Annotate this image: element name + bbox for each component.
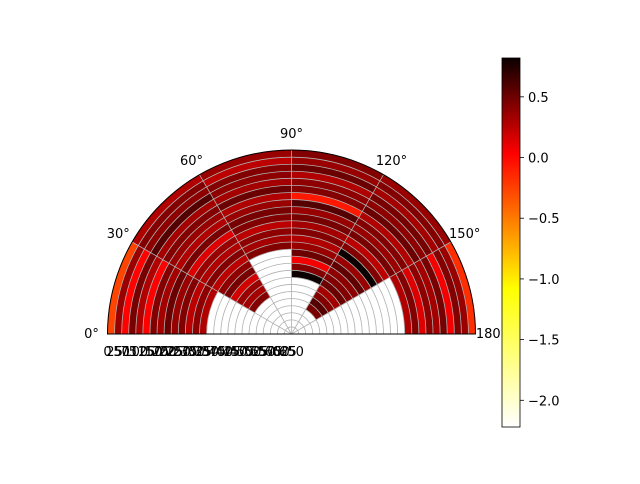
colorbar-tick-label: −0.5 bbox=[528, 212, 560, 227]
r-tick-label: 500 bbox=[237, 345, 262, 360]
colorbar-tick-label: 0.0 bbox=[528, 152, 549, 167]
r-tick-label: 25 bbox=[106, 345, 123, 360]
r-tick-label: 225 bbox=[159, 345, 184, 360]
r-tick-label: 200 bbox=[152, 345, 177, 360]
colorbar-tick-label: −2.0 bbox=[528, 394, 560, 409]
r-tick-label: 325 bbox=[187, 345, 212, 360]
r-tick-label: 275 bbox=[173, 345, 198, 360]
theta-tick-label: 150° bbox=[449, 227, 480, 242]
theta-gridline bbox=[291, 241, 452, 335]
colorbar-tick-label: −1.0 bbox=[528, 273, 560, 288]
theta-gridline bbox=[131, 241, 292, 335]
colorbar-tick-label: 0.5 bbox=[528, 91, 549, 106]
theta-gridline bbox=[291, 174, 384, 335]
theta-tick-label: 120° bbox=[376, 154, 407, 169]
colorbar-bar bbox=[501, 57, 521, 428]
theta-tick-label: 180° bbox=[476, 327, 507, 342]
r-tick-label: 375 bbox=[201, 345, 226, 360]
r-tick-label: 575 bbox=[258, 345, 283, 360]
r-tick-label: 300 bbox=[180, 345, 205, 360]
r-tick-label: 625 bbox=[272, 345, 297, 360]
colorbar: 0.5 0.0 −0.5 −1.0 −1.5 −2.0 bbox=[501, 57, 560, 428]
theta-tick-label: 90° bbox=[280, 127, 303, 142]
r-tick-label: 450 bbox=[222, 345, 247, 360]
r-tick-label: 50 bbox=[113, 345, 130, 360]
r-tick-label: 125 bbox=[130, 345, 155, 360]
colorbar-tick-label: −1.5 bbox=[528, 334, 560, 349]
grid-layer bbox=[106, 149, 477, 335]
r-tick-label: 425 bbox=[215, 345, 240, 360]
theta-tick-label: 60° bbox=[180, 154, 203, 169]
r-tick-label: 525 bbox=[244, 345, 269, 360]
theta-tick-label: 30° bbox=[107, 227, 130, 242]
r-tick-labels: 0255075100125150175200225250275300325350… bbox=[103, 345, 304, 360]
r-tick-label: 150 bbox=[138, 345, 163, 360]
r-tick-label: 475 bbox=[230, 345, 255, 360]
r-tick-label: 550 bbox=[251, 345, 276, 360]
r-tick-label: 0 bbox=[103, 345, 111, 360]
theta-gridline bbox=[199, 174, 292, 335]
r-tick-label: 250 bbox=[166, 345, 191, 360]
polar-frame bbox=[106, 149, 477, 335]
r-tick-label: 100 bbox=[123, 345, 148, 360]
r-tick-label: 350 bbox=[194, 345, 219, 360]
r-tick-label: 650 bbox=[279, 345, 304, 360]
theta-tick-label: 0° bbox=[84, 327, 99, 342]
r-tick-label: 600 bbox=[265, 345, 290, 360]
r-tick-label: 75 bbox=[120, 345, 137, 360]
r-tick-label: 400 bbox=[208, 345, 233, 360]
theta-tick-labels: 0° 30° 60° 90° 120° 150° 180° bbox=[84, 127, 507, 342]
r-tick-label: 175 bbox=[145, 345, 170, 360]
